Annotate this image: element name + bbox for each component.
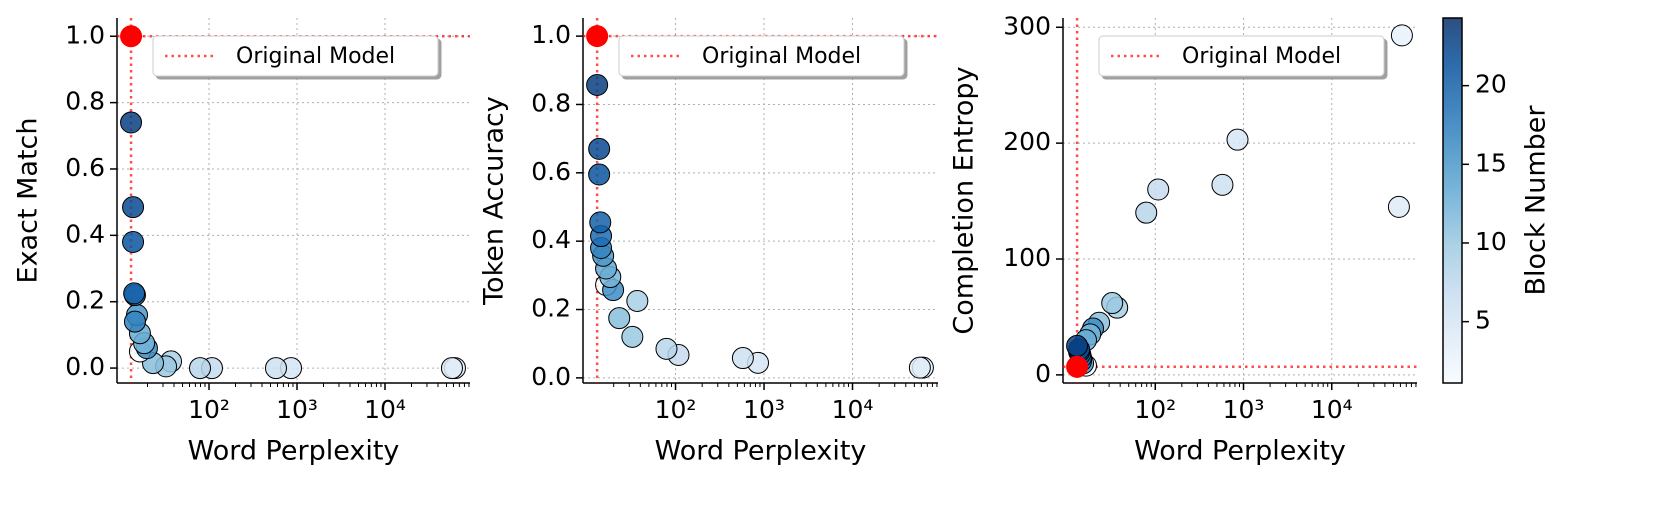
scatter-point: [1066, 334, 1089, 357]
x-axis-label: Word Perplexity: [655, 436, 867, 467]
legend: Original Model: [1098, 35, 1385, 77]
legend-box: [152, 35, 439, 77]
scatter-point: [120, 111, 143, 134]
colorbar-tick-label: 20: [1475, 70, 1507, 99]
scatter-point: [1147, 178, 1170, 201]
y-tick-label: 0.4: [531, 225, 571, 254]
scatter-point: [123, 282, 146, 305]
x-tick-label: 10²: [655, 395, 697, 424]
y-axis-label: Exact Match: [13, 118, 44, 284]
colorbar-label: Block Number: [1521, 105, 1552, 296]
reference-point: [586, 25, 609, 48]
scatter-point: [1387, 195, 1410, 218]
y-tick-label: 0.6: [65, 153, 105, 182]
scatter-point: [189, 357, 212, 380]
y-tick-label: 0.2: [531, 294, 571, 323]
legend-box: [1098, 35, 1385, 77]
y-tick-label: 0.0: [65, 352, 105, 381]
scatter-point: [908, 356, 931, 379]
x-tick-label: 10²: [188, 395, 230, 424]
scatter-point: [588, 137, 611, 160]
scatter-point: [123, 310, 146, 333]
scatter-point: [1135, 201, 1158, 224]
y-tick-label: 0.6: [531, 157, 571, 186]
scatter-point: [588, 163, 611, 186]
scatter-point: [655, 337, 678, 360]
x-tick-label: 10²: [1134, 395, 1176, 424]
scatter-point: [1211, 173, 1234, 196]
y-tick-label: 100: [1003, 243, 1051, 272]
legend-box: [618, 35, 905, 77]
scatter-point: [1390, 24, 1413, 47]
x-tick-label: 10⁴: [364, 395, 406, 424]
y-tick-label: 0: [1035, 359, 1051, 388]
reference-point: [120, 25, 143, 48]
y-axis-label: Completion Entropy: [949, 66, 980, 334]
scatter-point: [621, 325, 644, 348]
scatter-point: [586, 73, 609, 96]
legend-label: Original Model: [236, 44, 395, 69]
scatter-point: [1226, 128, 1249, 151]
x-axis-label: Word Perplexity: [188, 436, 400, 467]
legend: Original Model: [618, 35, 905, 77]
colorbar: [1442, 17, 1463, 384]
y-tick-label: 0.0: [531, 362, 571, 391]
legend: Original Model: [152, 35, 439, 77]
x-tick-label: 10⁴: [832, 395, 874, 424]
colorbar-tick-label: 10: [1475, 227, 1507, 256]
x-tick-label: 10³: [743, 395, 785, 424]
scatter-point: [122, 196, 145, 219]
y-axis-label: Token Accuracy: [479, 96, 510, 306]
x-tick-label: 10³: [1223, 395, 1265, 424]
legend-label: Original Model: [1182, 44, 1341, 69]
colorbar-tick-label: 5: [1475, 306, 1491, 335]
y-tick-label: 1.0: [65, 20, 105, 49]
scatter-point: [440, 357, 463, 380]
y-tick-label: 200: [1003, 127, 1051, 156]
y-tick-label: 0.4: [65, 219, 105, 248]
reference-point: [1066, 355, 1089, 378]
scatter-point: [731, 347, 754, 370]
colorbar-tick-label: 15: [1475, 148, 1507, 177]
scatter-point: [608, 307, 631, 330]
scatter-point: [122, 230, 145, 253]
y-tick-label: 0.8: [531, 88, 571, 117]
y-tick-label: 1.0: [531, 20, 571, 49]
y-tick-label: 300: [1003, 11, 1051, 40]
y-tick-label: 0.2: [65, 286, 105, 315]
y-tick-label: 0.8: [65, 87, 105, 116]
x-tick-label: 10³: [276, 395, 318, 424]
scatter-point: [1101, 292, 1124, 315]
legend-label: Original Model: [702, 44, 861, 69]
scatter-point: [589, 211, 612, 234]
x-axis-label: Word Perplexity: [1134, 436, 1346, 467]
x-tick-label: 10⁴: [1311, 395, 1353, 424]
scatter-point: [626, 289, 649, 312]
scatter-point: [264, 357, 287, 380]
